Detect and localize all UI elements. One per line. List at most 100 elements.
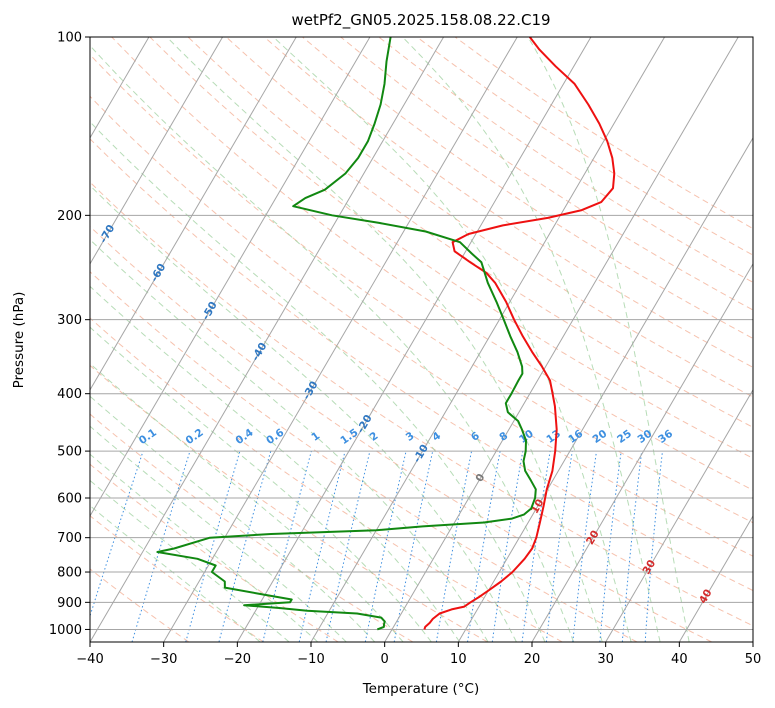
dry-adiabat-line	[90, 364, 488, 642]
isotherm-line	[457, 136, 753, 642]
mixing-ratio-label: 20	[590, 428, 609, 446]
x-tick-label: 30	[597, 652, 614, 667]
isotherm-line	[752, 641, 753, 642]
isotherm-line	[236, 37, 592, 642]
mixing-ratio-line	[325, 450, 371, 642]
isotherm-line	[605, 388, 753, 642]
dry-adiabat-line	[454, 37, 753, 230]
mixing-ratio-line	[131, 450, 191, 642]
isotherm-line	[531, 262, 753, 642]
y-axis-label: Pressure (hPa)	[11, 292, 27, 389]
x-tick-label: 40	[671, 652, 688, 667]
isotherm-line	[90, 37, 224, 265]
mixing-ratio-label: 8	[497, 430, 510, 444]
mixing-ratio-line	[545, 451, 573, 642]
y-tick-label: 800	[57, 566, 82, 581]
moist-adiabat-line	[90, 285, 461, 642]
y-axis: 100 200 300 400 500 600 700 800 900 1000	[49, 31, 90, 638]
y-tick-label: 200	[57, 209, 82, 224]
isotherm-label: -50	[200, 300, 220, 322]
dry-adiabat-line	[90, 181, 753, 627]
y-tick-label: 500	[57, 445, 82, 460]
mixing-ratio-label: 0.6	[264, 427, 286, 448]
temperature-profile-line	[423, 37, 616, 630]
dry-adiabat-line	[378, 37, 753, 283]
mixing-ratio-label: 4	[430, 430, 443, 444]
isotherm-label: 20	[584, 528, 602, 547]
plot-frame	[89, 36, 754, 643]
moist-adiabat-line	[90, 453, 319, 642]
dry-adiabat-line	[90, 53, 753, 524]
y-tick-label: 100	[57, 31, 82, 46]
moist-adiabat-line	[527, 37, 690, 642]
moist-adiabat-line	[90, 425, 347, 642]
dry-adiabat-line	[90, 568, 190, 642]
moist-adiabat-line	[90, 505, 261, 642]
x-tick-label: −20	[224, 652, 251, 667]
mixing-ratio-label: 1	[309, 430, 322, 444]
mixing-ratio-label: 0.4	[233, 427, 255, 448]
y-tick-label: 400	[57, 387, 82, 402]
x-tick-label: 10	[450, 652, 467, 667]
profiles	[156, 37, 616, 631]
isotherm-label: -80	[55, 170, 75, 192]
isotherm-label: -30	[301, 379, 321, 401]
isotherm-line	[163, 37, 518, 642]
dry-adiabat-line	[416, 37, 753, 256]
mixing-ratio-line	[90, 450, 144, 618]
isotherm-line	[90, 37, 371, 517]
mixing-ratio-line	[572, 451, 597, 642]
isotherm-line	[90, 37, 445, 642]
dry-adiabat-line	[263, 37, 753, 368]
moist-adiabat-line	[166, 37, 603, 642]
moist-adiabat-line	[402, 37, 661, 642]
moist-adiabat-line	[90, 362, 404, 642]
dry-adiabat-line	[90, 138, 753, 592]
isotherm-label: -90	[4, 130, 24, 152]
isotherm-line	[0, 37, 2, 642]
moist-adiabat-line	[90, 121, 546, 642]
dry-adiabat-line	[111, 37, 753, 491]
mixing-ratio-line	[364, 450, 407, 642]
isotherm-label: 40	[697, 587, 715, 606]
dry-adiabat-line	[225, 37, 753, 398]
mixing-ratio-label: 6	[469, 430, 482, 444]
grid-lines	[0, 37, 753, 642]
isotherm-line	[678, 514, 753, 642]
isotherm-label: 30	[641, 558, 659, 577]
mixing-ratio-line	[599, 451, 622, 642]
isotherm-line	[384, 37, 739, 642]
mixing-ratio-line	[644, 451, 663, 642]
y-tick-label: 1000	[49, 623, 82, 638]
y-tick-label: 900	[57, 596, 82, 611]
moist-adiabat-line	[90, 479, 290, 642]
isotherm-label: -40	[250, 341, 270, 363]
chart-title: wetPf2_GN05.2025.158.08.22.C19	[291, 11, 550, 30]
background-lines	[90, 37, 753, 642]
mixing-ratio-line	[521, 451, 551, 642]
y-tick-label: 700	[57, 531, 82, 546]
x-tick-label: 20	[524, 652, 541, 667]
x-tick-label: −40	[76, 652, 103, 667]
dry-adiabat-line	[90, 317, 563, 642]
isotherm-label: -60	[148, 262, 168, 284]
mixing-ratio-line	[298, 450, 346, 642]
moist-adiabat-line	[90, 44, 575, 642]
x-tick-label: 50	[745, 652, 762, 667]
mixing-ratio-line	[185, 450, 241, 642]
isotherm-line	[310, 37, 666, 642]
moist-adiabat-line	[273, 37, 632, 642]
moist-adiabat-line	[90, 184, 517, 642]
isotherm-label: -70	[97, 223, 117, 245]
dry-adiabat-line	[90, 515, 264, 642]
moist-adiabat-line	[90, 326, 432, 642]
x-axis: −40 −30 −20 −10 0 10 20 30 40 50	[76, 642, 761, 667]
moist-adiabat-line	[90, 395, 376, 642]
moist-adiabat-line	[90, 239, 489, 642]
mixing-ratio-line	[218, 450, 272, 642]
mixing-ratio-label: 0.2	[184, 427, 206, 448]
x-tick-label: −10	[297, 652, 324, 667]
mixing-ratio-label: 36	[656, 428, 675, 446]
isotherm-label: 0	[473, 472, 487, 484]
